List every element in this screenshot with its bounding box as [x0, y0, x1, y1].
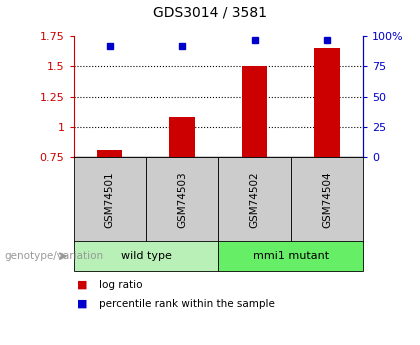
Bar	[315, 48, 340, 157]
Text: wild type: wild type	[121, 251, 171, 261]
Text: log ratio: log ratio	[99, 280, 142, 289]
Text: GDS3014 / 3581: GDS3014 / 3581	[153, 5, 267, 19]
Text: percentile rank within the sample: percentile rank within the sample	[99, 299, 275, 308]
Text: GSM74504: GSM74504	[322, 171, 332, 228]
Text: mmi1 mutant: mmi1 mutant	[253, 251, 329, 261]
Text: GSM74501: GSM74501	[105, 171, 115, 228]
Bar	[242, 66, 267, 157]
Bar	[170, 117, 195, 157]
Text: ■: ■	[76, 280, 87, 289]
Bar	[97, 150, 122, 157]
Text: GSM74503: GSM74503	[177, 171, 187, 228]
Text: GSM74502: GSM74502	[249, 171, 260, 228]
Text: genotype/variation: genotype/variation	[4, 251, 103, 261]
Text: ■: ■	[76, 299, 87, 308]
